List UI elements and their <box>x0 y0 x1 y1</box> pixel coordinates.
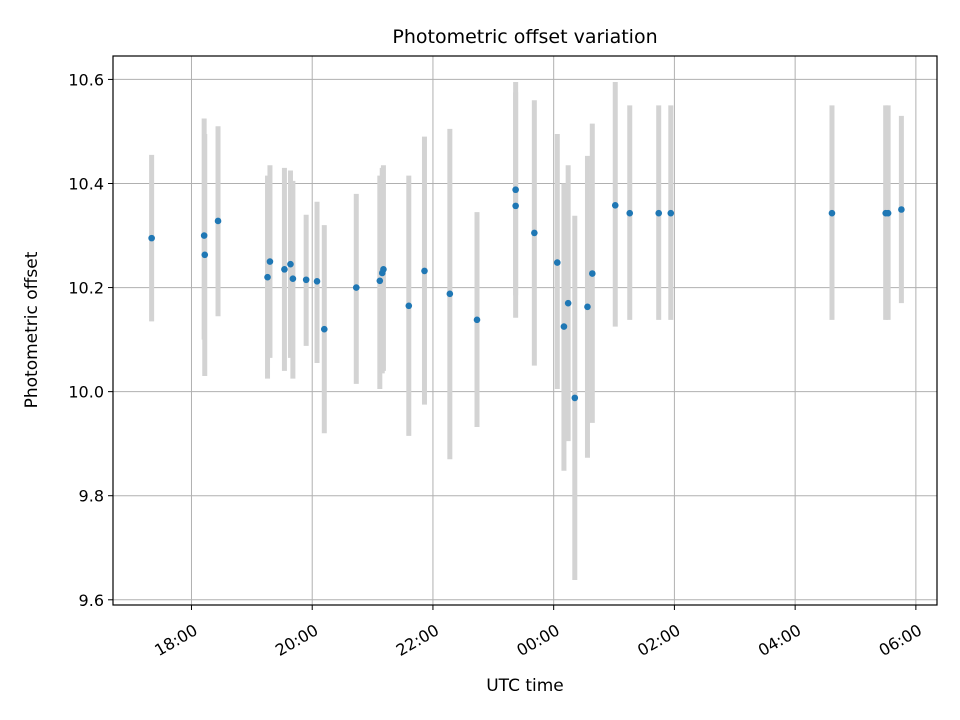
data-point <box>200 232 208 239</box>
grid-lines <box>113 56 937 605</box>
data-point <box>531 229 538 237</box>
data-point <box>564 299 572 307</box>
data-point <box>512 186 519 194</box>
data-point <box>287 260 294 268</box>
data-point <box>560 323 568 330</box>
data-point <box>281 266 288 273</box>
data-point <box>589 270 596 277</box>
data-point <box>898 206 905 213</box>
y-axis-ticks: 9.6 9.8 10.0 10.2 10.4 10.6 <box>68 70 113 610</box>
y-axis-label: Photometric offset <box>22 251 42 408</box>
data-point <box>584 303 591 311</box>
data-point <box>512 202 519 210</box>
y-tick-label: 9.8 <box>79 487 104 506</box>
y-tick-label: 10.0 <box>68 383 104 402</box>
y-tick-label: 10.6 <box>68 70 104 89</box>
data-point <box>611 202 619 209</box>
data-point <box>553 259 561 266</box>
data-point <box>446 290 454 298</box>
y-tick-label: 10.2 <box>68 279 104 298</box>
x-axis-label: UTC time <box>486 676 564 696</box>
y-tick-label: 9.6 <box>79 591 104 610</box>
y-tick-label: 10.4 <box>68 174 104 193</box>
data-point <box>376 277 384 285</box>
plot-area-frame <box>112 55 938 606</box>
data-point <box>421 267 428 275</box>
data-point <box>289 275 297 283</box>
data-point <box>148 234 155 242</box>
data-point <box>214 217 222 225</box>
data-point <box>352 284 360 291</box>
data-point <box>405 302 413 310</box>
data-point <box>655 209 663 217</box>
data-point <box>667 209 675 217</box>
data-point <box>266 258 274 265</box>
data-point <box>828 209 836 217</box>
data-point <box>884 209 892 217</box>
data-points <box>148 186 905 402</box>
data-point <box>264 273 271 281</box>
data-point <box>626 209 634 217</box>
data-point <box>201 251 209 259</box>
chart-title: Photometric offset variation <box>392 26 657 48</box>
data-point <box>380 266 387 273</box>
data-point <box>302 276 310 284</box>
data-point <box>571 394 579 402</box>
data-point <box>313 278 321 285</box>
data-point <box>320 325 328 333</box>
data-point <box>473 316 481 324</box>
